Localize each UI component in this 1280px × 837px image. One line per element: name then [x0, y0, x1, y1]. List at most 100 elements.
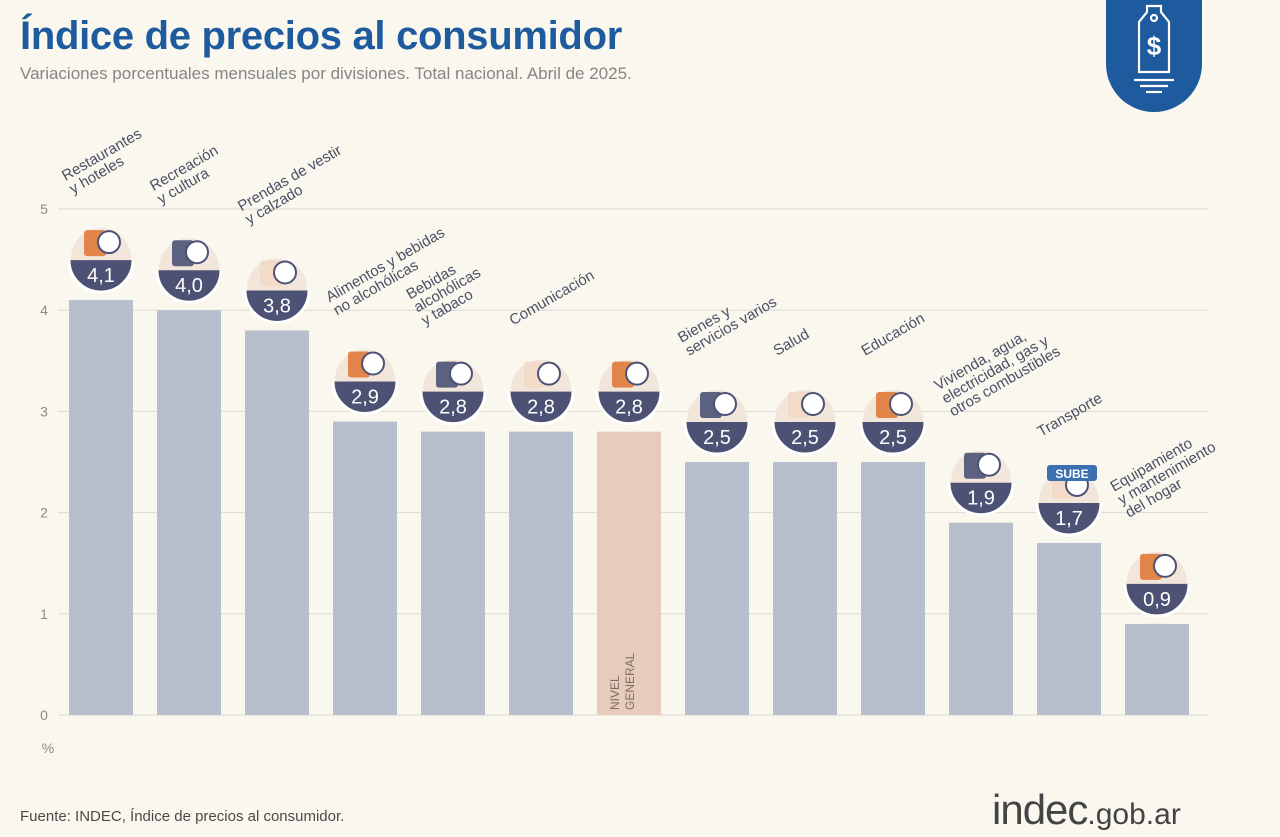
umbrella-icon — [172, 240, 209, 267]
chicken-icon — [348, 351, 385, 378]
scissors-comb-icon — [700, 392, 737, 418]
y-tick-label: 5 — [40, 201, 48, 217]
bar — [949, 522, 1013, 715]
icon-shape — [713, 392, 737, 416]
value-label: 1,7 — [1055, 508, 1083, 530]
wine-bottle-icon — [436, 361, 473, 388]
value-marker-rim — [331, 381, 399, 416]
badge-shape — [1106, 0, 1202, 112]
value-marker — [773, 422, 837, 454]
value-label: 2,5 — [879, 427, 907, 449]
logo-main: indec — [992, 786, 1088, 833]
value-marker-rim — [771, 421, 839, 456]
y-tick-label: 3 — [40, 403, 48, 419]
icon-shape — [977, 452, 1001, 477]
value-marker-rim — [507, 391, 575, 426]
value-marker — [421, 391, 485, 424]
tshirt-icon — [260, 260, 297, 287]
bar — [861, 462, 925, 715]
category-label: Educación — [859, 310, 928, 360]
bar-inner-label: GENERAL — [623, 652, 637, 710]
category-label: Comunicación — [507, 267, 598, 329]
icon-shape — [889, 392, 913, 416]
value-label: 2,9 — [351, 387, 379, 409]
value-marker — [1125, 583, 1189, 616]
value-label: 0,9 — [1143, 589, 1171, 611]
value-marker-rim — [419, 391, 487, 426]
medical-cross-icon — [788, 392, 825, 418]
source-note: Fuente: INDEC, Índice de precios al cons… — [20, 808, 345, 825]
bar — [333, 421, 397, 715]
icon-shape — [185, 240, 209, 265]
bar — [685, 462, 749, 715]
value-marker-rim — [67, 260, 135, 294]
price-tag-icon — [1134, 4, 1174, 94]
value-label: 1,9 — [967, 488, 995, 510]
value-marker — [861, 422, 925, 454]
icon-shape — [361, 351, 385, 376]
category-label: Salud — [771, 326, 813, 360]
value-marker-rim — [1123, 583, 1191, 618]
icon-card-text: SUBE — [1055, 467, 1088, 481]
value-marker — [949, 482, 1013, 515]
lightbulb-icon — [964, 452, 1001, 479]
y-tick-label: 2 — [40, 505, 48, 521]
value-marker-rim — [859, 421, 927, 456]
shopping-basket-icon — [612, 361, 649, 388]
value-marker — [1037, 502, 1101, 535]
value-label: 2,8 — [527, 397, 555, 419]
y-tick-label: 4 — [40, 302, 48, 318]
icon-shape — [449, 361, 473, 386]
icon-shape — [625, 361, 649, 386]
chart-subtitle: Variaciones porcentuales mensuales por d… — [20, 64, 632, 83]
y-tick-label: 0 — [40, 707, 48, 723]
bar — [773, 462, 837, 715]
icon-shape — [801, 392, 825, 416]
value-marker-rim — [155, 270, 223, 304]
value-marker — [157, 270, 221, 303]
value-label: 2,5 — [703, 427, 731, 449]
value-label: 4,1 — [87, 265, 115, 287]
value-label: 2,8 — [615, 397, 643, 419]
bar — [69, 300, 133, 715]
value-marker — [685, 422, 749, 454]
value-label: 3,8 — [263, 295, 291, 317]
value-marker — [509, 391, 573, 424]
category-label: Transporte — [1035, 390, 1106, 441]
value-marker — [69, 260, 133, 293]
bar — [421, 431, 485, 715]
value-marker-rim — [595, 391, 663, 426]
value-label: 4,0 — [175, 275, 203, 297]
value-marker-rim — [243, 290, 311, 324]
value-marker — [245, 290, 309, 323]
icon-shape — [273, 260, 297, 285]
price-tag-badge: $ — [1106, 0, 1202, 117]
bar-inner-label: NIVEL — [608, 675, 622, 710]
y-tick-label: 1 — [40, 606, 48, 622]
restaurant-icon — [84, 230, 121, 257]
air-conditioner-icon — [1140, 553, 1177, 580]
bar — [157, 310, 221, 715]
indec-logo[interactable]: indec.gob.ar — [992, 786, 1181, 834]
car-icon: SUBE — [1047, 464, 1097, 499]
icon-card — [1047, 464, 1097, 481]
value-marker-rim — [683, 421, 751, 456]
icon-shape — [97, 230, 121, 255]
bar — [1037, 542, 1101, 715]
icon-shape — [1153, 553, 1177, 578]
icon-shape — [537, 361, 561, 386]
value-label: 2,8 — [439, 397, 467, 419]
value-marker-rim — [947, 482, 1015, 517]
notebook-icon — [876, 392, 913, 418]
phone-icon — [524, 361, 561, 388]
logo-suffix: .gob.ar — [1087, 798, 1181, 831]
value-marker — [597, 391, 661, 424]
bar — [245, 330, 309, 715]
dollar-symbol: $ — [1147, 31, 1162, 61]
bar — [597, 431, 661, 715]
value-marker-rim — [1035, 502, 1103, 537]
value-marker — [333, 381, 397, 414]
value-label: 2,5 — [791, 427, 819, 449]
bar — [509, 431, 573, 715]
